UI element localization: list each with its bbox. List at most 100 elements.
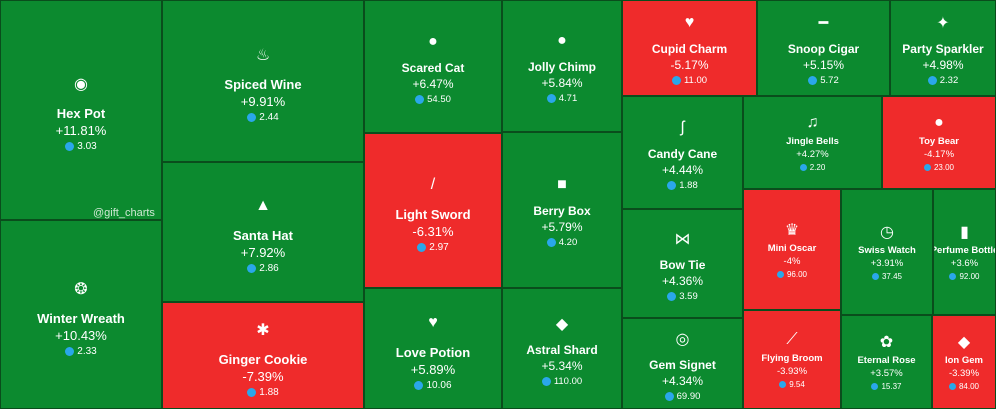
crystal-icon: ◆ bbox=[555, 315, 569, 333]
tile-price: 9.54 bbox=[789, 379, 805, 389]
treemap-tile[interactable]: ʃ Candy Cane +4.44% 1.88 bbox=[622, 96, 743, 209]
treemap-tile[interactable]: ♫ Jingle Bells +4.27% 2.20 bbox=[743, 96, 882, 189]
tile-change: +4.44% bbox=[661, 162, 704, 177]
tile-change: -3.39% bbox=[948, 368, 980, 379]
cigar-icon: ━ bbox=[818, 15, 829, 32]
tile-change: +3.6% bbox=[950, 258, 979, 269]
treemap-tile[interactable]: ⟋ Flying Broom -3.93% 9.54 bbox=[743, 310, 841, 409]
tile-price: 2.44 bbox=[259, 112, 279, 123]
ton-icon bbox=[415, 94, 425, 104]
ton-icon bbox=[414, 380, 424, 390]
treemap-tile[interactable]: ♨ Spiced Wine +9.91% 2.44 bbox=[162, 0, 364, 162]
potion-icon: ♥ bbox=[428, 313, 438, 331]
sword-icon: / bbox=[430, 175, 436, 193]
tile-name: Perfume Bottle bbox=[933, 245, 996, 256]
ton-icon bbox=[871, 273, 879, 280]
treemap-tile[interactable]: ✿ Eternal Rose +3.57% 15.37 bbox=[841, 315, 932, 409]
ton-icon bbox=[927, 76, 937, 85]
cauldron-icon: ◉ bbox=[74, 76, 88, 93]
santa-hat-icon: ▲ bbox=[255, 197, 271, 214]
tile-change: +5.84% bbox=[541, 76, 583, 90]
treemap-tile[interactable]: ◷ Swiss Watch +3.91% 37.45 bbox=[841, 189, 933, 315]
tile-change: +4.98% bbox=[922, 58, 964, 72]
tile-change: +5.89% bbox=[410, 361, 456, 377]
tile-name: Eternal Rose bbox=[857, 355, 916, 366]
ton-icon bbox=[546, 238, 556, 247]
treemap-tile[interactable]: ━ Snoop Cigar +5.15% 5.72 bbox=[757, 0, 890, 96]
ton-icon bbox=[667, 291, 677, 301]
tile-name: Scared Cat bbox=[401, 60, 465, 75]
tile-change: +5.15% bbox=[802, 58, 845, 72]
tile-change: +4.27% bbox=[796, 148, 829, 160]
tile-price: 2.97 bbox=[429, 241, 449, 253]
tile-change: -7.39% bbox=[242, 368, 284, 384]
ton-icon bbox=[949, 273, 957, 280]
tile-change: -4% bbox=[783, 255, 801, 267]
treemap-tile[interactable]: / Light Sword -6.31% 2.97 bbox=[364, 133, 502, 288]
ton-icon bbox=[664, 391, 674, 401]
treemap-tile[interactable]: ◆ Astral Shard +5.34% 110.00 bbox=[502, 288, 622, 409]
ton-icon bbox=[948, 383, 956, 390]
tile-price: 10.06 bbox=[426, 379, 452, 391]
tile-price: 54.50 bbox=[427, 93, 451, 105]
box-icon: ■ bbox=[557, 176, 567, 193]
treemap-tile[interactable]: ♛ Mini Oscar -4% 96.00 bbox=[743, 189, 841, 310]
treemap-tile[interactable]: ◉ Hex Pot +11.81% 3.03 bbox=[0, 0, 162, 220]
tile-change: +4.36% bbox=[661, 273, 704, 288]
monkey-icon: ● bbox=[557, 32, 567, 49]
treemap-tile[interactable]: ◎ Gem Signet +4.34% 69.90 bbox=[622, 318, 743, 409]
ton-icon bbox=[667, 180, 677, 190]
tile-price: 110.00 bbox=[553, 375, 583, 387]
ton-icon bbox=[923, 163, 931, 171]
tile-name: Bow Tie bbox=[659, 257, 706, 272]
treemap-tile[interactable]: ♥ Love Potion +5.89% 10.06 bbox=[364, 288, 502, 409]
tile-price: 2.20 bbox=[809, 162, 826, 172]
tile-change: +10.43% bbox=[55, 327, 107, 343]
tile-name: Flying Broom bbox=[761, 352, 823, 364]
tile-change: +5.79% bbox=[541, 220, 583, 234]
treemap-tile[interactable]: ▮ Perfume Bottle +3.6% 92.00 bbox=[933, 189, 996, 315]
treemap-tile[interactable]: ❂ Winter Wreath +10.43% 2.33 bbox=[0, 220, 162, 409]
tile-price: 96.00 bbox=[786, 269, 808, 279]
treemap-tile[interactable]: ■ Berry Box +5.79% 4.20 bbox=[502, 132, 622, 288]
treemap-tile[interactable]: ● Jolly Chimp +5.84% 4.71 bbox=[502, 0, 622, 132]
bow-tie-icon: ⋈ bbox=[674, 230, 691, 248]
candy-cane-icon: ʃ bbox=[680, 118, 685, 136]
treemap-tile[interactable]: ♥ Cupid Charm -5.17% 11.00 bbox=[622, 0, 757, 96]
treemap-tile[interactable]: ⋈ Bow Tie +4.36% 3.59 bbox=[622, 209, 743, 318]
tile-price: 92.00 bbox=[959, 272, 980, 281]
ton-icon bbox=[65, 142, 75, 151]
treemap-tile[interactable]: ✦ Party Sparkler +4.98% 2.32 bbox=[890, 0, 996, 96]
ton-icon bbox=[417, 242, 427, 252]
tile-change: +6.47% bbox=[412, 76, 454, 91]
tile-name: Swiss Watch bbox=[858, 245, 916, 256]
treemap-tile[interactable]: ● Toy Bear -4.17% 23.00 bbox=[882, 96, 996, 189]
tile-price: 11.00 bbox=[683, 75, 708, 86]
teddy-bear-icon: ● bbox=[934, 113, 944, 131]
tile-change: +7.92% bbox=[240, 245, 286, 260]
ton-icon bbox=[546, 94, 556, 103]
tile-price: 84.00 bbox=[958, 382, 980, 391]
tile-change: +9.91% bbox=[240, 94, 286, 109]
ton-icon bbox=[247, 264, 257, 273]
tile-price: 15.37 bbox=[881, 382, 902, 391]
treemap-tile[interactable]: ✱ Ginger Cookie -7.39% 1.88 bbox=[162, 302, 364, 409]
tile-change: +3.57% bbox=[870, 368, 903, 379]
ring-icon: ◎ bbox=[675, 330, 690, 348]
ton-icon bbox=[779, 380, 787, 388]
rose-icon: ✿ bbox=[879, 334, 894, 351]
wreath-icon: ❂ bbox=[74, 280, 88, 298]
gem-icon: ◆ bbox=[957, 334, 971, 351]
treemap-tile[interactable]: ◆ Ion Gem -3.39% 84.00 bbox=[932, 315, 996, 409]
tile-name: Party Sparkler bbox=[902, 42, 984, 56]
ton-icon bbox=[808, 76, 818, 85]
treemap-tile[interactable]: ▲ Santa Hat +7.92% 2.86 bbox=[162, 162, 364, 302]
treemap-tile[interactable]: ● Scared Cat +6.47% 54.50 bbox=[364, 0, 502, 133]
tile-name: Hex Pot bbox=[56, 106, 106, 121]
tile-price: 2.86 bbox=[259, 263, 279, 274]
cat-icon: ● bbox=[428, 32, 438, 50]
tile-price: 2.33 bbox=[77, 345, 97, 357]
ton-icon bbox=[247, 113, 257, 122]
ton-icon bbox=[776, 270, 784, 278]
broom-icon: ⟋ bbox=[786, 330, 798, 348]
